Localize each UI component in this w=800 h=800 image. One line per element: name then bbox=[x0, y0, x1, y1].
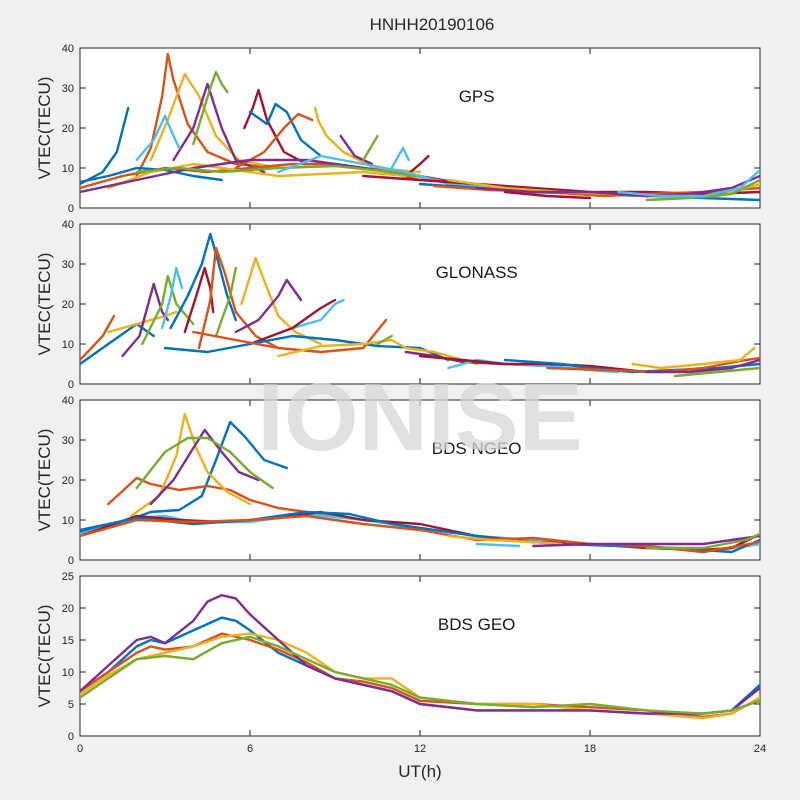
series-line bbox=[135, 436, 274, 490]
series-line bbox=[475, 174, 760, 198]
series-line bbox=[362, 134, 379, 162]
y-tick-label: 25 bbox=[62, 571, 74, 583]
series-line bbox=[121, 282, 170, 358]
series-line bbox=[546, 356, 760, 374]
panel-2: 0 10 20 30 40 VTEC(TECU) BDS NGEO bbox=[35, 395, 761, 567]
series-line bbox=[80, 314, 116, 362]
series-line bbox=[447, 534, 563, 546]
series-line bbox=[248, 298, 337, 346]
y-tick-label: 20 bbox=[62, 603, 74, 615]
series-line bbox=[80, 514, 760, 554]
watermark-text: IONISE bbox=[257, 364, 582, 471]
y-tick-label: 30 bbox=[62, 259, 74, 271]
series-group bbox=[80, 52, 760, 202]
y-axis-label: VTEC(TECU) bbox=[35, 429, 54, 532]
series-line bbox=[107, 310, 178, 334]
series-line bbox=[80, 594, 760, 715]
x-tick-label: 6 bbox=[247, 743, 253, 755]
series-line bbox=[169, 232, 238, 330]
series-line bbox=[631, 346, 756, 370]
y-tick-label: 5 bbox=[68, 699, 74, 711]
series-line bbox=[673, 366, 760, 378]
series-line bbox=[617, 168, 760, 198]
series-line bbox=[418, 354, 648, 374]
panel-label: BDS NGEO bbox=[432, 439, 522, 458]
y-tick-label: 0 bbox=[68, 379, 74, 391]
series-line bbox=[160, 266, 184, 330]
y-tick-label: 10 bbox=[62, 339, 74, 351]
series-line bbox=[243, 88, 308, 166]
panel-label: GLONASS bbox=[436, 263, 518, 282]
series-group bbox=[80, 594, 760, 720]
series-line bbox=[234, 112, 314, 170]
y-tick-label: 10 bbox=[62, 667, 74, 679]
series-line bbox=[291, 298, 345, 330]
series-group bbox=[80, 412, 760, 554]
y-tick-label: 20 bbox=[62, 475, 74, 487]
y-tick-label: 20 bbox=[62, 123, 74, 135]
axes-box bbox=[79, 223, 761, 385]
series-line bbox=[645, 178, 760, 202]
y-tick-label: 10 bbox=[62, 515, 74, 527]
x-tick-label: 18 bbox=[584, 743, 596, 755]
y-axis-label: VTEC(TECU) bbox=[35, 253, 54, 356]
x-tick-label: 12 bbox=[414, 743, 426, 755]
series-line bbox=[234, 278, 303, 334]
series-line bbox=[645, 358, 760, 374]
y-tick-label: 20 bbox=[62, 299, 74, 311]
y-tick-label: 15 bbox=[62, 635, 74, 647]
series-group bbox=[80, 232, 760, 378]
series-line bbox=[141, 274, 195, 346]
x-tick-label: 24 bbox=[754, 743, 766, 755]
series-line bbox=[197, 246, 280, 350]
series-line bbox=[107, 476, 337, 518]
series-line bbox=[80, 166, 223, 184]
y-tick-label: 30 bbox=[62, 435, 74, 447]
series-line bbox=[503, 190, 592, 200]
panel-3: 0 5 10 15 20 25 0 6 12 18 24 VTEC(TECU) BDS GEO bbox=[35, 571, 766, 755]
series-line bbox=[214, 266, 238, 338]
series-line bbox=[80, 635, 760, 715]
series-line bbox=[277, 338, 478, 366]
y-tick-label: 30 bbox=[62, 83, 74, 95]
series-line bbox=[192, 70, 229, 146]
series-line bbox=[135, 114, 181, 162]
y-tick-label: 40 bbox=[62, 43, 74, 55]
y-axis-label: VTEC(TECU) bbox=[35, 77, 54, 180]
series-line bbox=[248, 102, 322, 158]
panel-label: GPS bbox=[459, 87, 495, 106]
y-tick-label: 0 bbox=[68, 731, 74, 743]
y-tick-label: 10 bbox=[62, 163, 74, 175]
series-line bbox=[129, 412, 252, 518]
series-line bbox=[475, 542, 521, 548]
y-tick-label: 40 bbox=[62, 219, 74, 231]
series-line bbox=[376, 334, 393, 346]
series-line bbox=[135, 52, 280, 178]
panel-label: BDS GEO bbox=[438, 615, 515, 634]
panel-0: 0 10 20 30 40 VTEC(TECU) GPS bbox=[35, 43, 761, 215]
series-line bbox=[149, 428, 260, 506]
x-tick-label: 0 bbox=[77, 743, 83, 755]
y-tick-label: 40 bbox=[62, 395, 74, 407]
axes-box bbox=[79, 399, 761, 561]
figure-title: HNHH20190106 bbox=[370, 15, 495, 34]
y-axis-label: VTEC(TECU) bbox=[35, 605, 54, 708]
series-line bbox=[163, 334, 450, 362]
x-axis-label: UT(h) bbox=[398, 762, 441, 781]
panel-1: 0 10 20 30 40 VTEC(TECU) GLONASS bbox=[35, 219, 761, 391]
y-tick-label: 0 bbox=[68, 203, 74, 215]
series-line bbox=[645, 532, 760, 550]
series-line bbox=[80, 322, 155, 366]
panels-group: 0 10 20 30 40 VTEC(TECU) GPS 0 10 20 30 40 VTEC(TECU… bbox=[35, 43, 766, 755]
series-line bbox=[80, 106, 130, 186]
series-line bbox=[404, 154, 430, 178]
series-line bbox=[532, 534, 760, 548]
series-line bbox=[390, 146, 410, 170]
y-tick-label: 0 bbox=[68, 555, 74, 567]
series-line bbox=[339, 134, 373, 166]
